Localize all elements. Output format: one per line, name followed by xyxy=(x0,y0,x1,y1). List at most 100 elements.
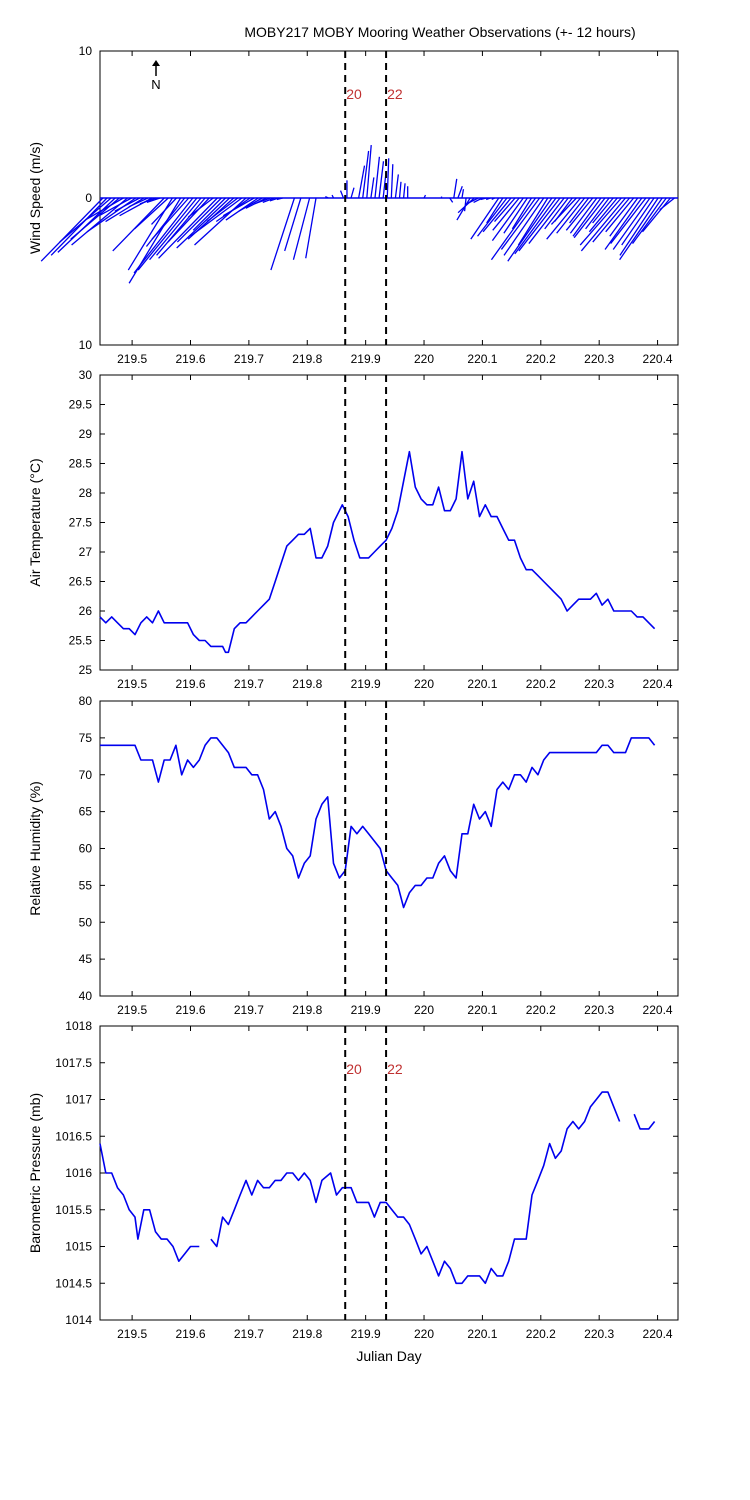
wind-stick xyxy=(494,197,516,222)
wind-stick xyxy=(262,197,275,204)
x-tick-label: 219.7 xyxy=(234,1003,264,1017)
y-tick-label: 0 xyxy=(85,191,92,205)
wind-stick xyxy=(619,197,659,256)
y-tick-label: 1014.5 xyxy=(55,1276,92,1290)
wind-stick xyxy=(206,197,239,223)
x-tick-label: 220.2 xyxy=(526,1003,556,1017)
x-tick-label: 219.7 xyxy=(234,677,264,691)
y-tick-label: 28 xyxy=(79,486,93,500)
wind-stick xyxy=(292,197,311,260)
x-tick-label: 220.4 xyxy=(643,677,673,691)
north-label: N xyxy=(151,77,160,92)
y-tick-label: 27 xyxy=(79,545,93,559)
y-tick-label: 1016 xyxy=(65,1166,92,1180)
y-tick-label: 1016.5 xyxy=(55,1129,92,1143)
wind-stick xyxy=(151,197,190,240)
x-tick-label: 219.6 xyxy=(175,1327,205,1341)
y-tick-label: 28.5 xyxy=(69,457,93,471)
x-tick-label: 220.4 xyxy=(643,1003,673,1017)
wind-stick xyxy=(331,194,335,199)
wind-stick xyxy=(579,197,622,246)
y-tick-label: 1015 xyxy=(65,1240,92,1254)
x-tick-label: 220.2 xyxy=(526,352,556,366)
x-tick-label: 219.6 xyxy=(175,352,205,366)
wind-stick xyxy=(149,197,202,261)
time-marker-label: 22 xyxy=(387,1061,403,1077)
wind-stick xyxy=(621,197,655,246)
wind-stick xyxy=(366,145,372,199)
y-tick-label: 10 xyxy=(79,44,93,58)
y-tick-label: 10 xyxy=(79,338,93,352)
x-tick-label: 219.9 xyxy=(351,1003,381,1017)
wind-stick xyxy=(187,197,214,218)
wind-stick xyxy=(514,197,557,255)
wind-stick xyxy=(580,197,626,252)
wind-stick xyxy=(503,197,528,234)
wind-stick xyxy=(139,197,157,205)
wind-stick xyxy=(511,197,533,230)
north-arrow-head xyxy=(152,60,160,66)
x-tick-label: 219.9 xyxy=(351,1327,381,1341)
wind-stick xyxy=(612,197,651,250)
y-tick-label: 25 xyxy=(79,663,93,677)
wind-stick xyxy=(490,197,537,261)
wind-stick xyxy=(485,197,491,201)
figure-title: MOBY217 MOBY Mooring Weather Observation… xyxy=(244,24,636,40)
x-tick-label: 220.2 xyxy=(526,677,556,691)
wind-stick xyxy=(151,197,177,225)
wind-stick xyxy=(592,197,631,243)
y-tick-label: 1018 xyxy=(65,1019,92,1033)
wind-stick xyxy=(544,197,569,230)
wind-stick xyxy=(378,161,385,199)
wind-stick xyxy=(461,189,465,199)
wind-stick xyxy=(194,197,247,246)
wind-stick xyxy=(550,197,577,225)
rh-panel: 219.5 219.6 219.7 219.8 219.9 220 220.1 220.2 22… xyxy=(27,694,679,1017)
pressure-panel: 219.5 219.6 219.7 219.8 219.9 220 220.1 220.2 22… xyxy=(27,1019,679,1341)
wind-stick xyxy=(114,197,141,212)
temp-panel: 219.5 219.6 219.7 219.8 219.9 220 220.1 220.2 22… xyxy=(27,368,679,691)
wind-stick xyxy=(518,197,561,252)
rh-y-axis-label: Relative Humidity (%) xyxy=(27,781,43,916)
wind-stick xyxy=(238,197,263,212)
temp-plot-frame xyxy=(99,374,679,671)
x-tick-label: 220.3 xyxy=(584,677,614,691)
y-tick-label: 65 xyxy=(79,805,93,819)
y-tick-label: 55 xyxy=(79,878,93,892)
x-tick-label: 220 xyxy=(414,677,434,691)
x-tick-label: 219.9 xyxy=(351,352,381,366)
wind-stick xyxy=(573,197,606,239)
wind-stick xyxy=(374,156,381,199)
wind-stick xyxy=(105,197,145,223)
y-tick-label: 60 xyxy=(79,842,93,856)
wind-stick xyxy=(456,197,471,221)
pressure-series-line xyxy=(633,1113,656,1130)
wind-stick xyxy=(605,197,635,233)
x-tick-label: 220 xyxy=(414,1327,434,1341)
x-tick-label: 219.8 xyxy=(292,1327,322,1341)
wind-stick xyxy=(133,197,194,274)
y-tick-label: 1014 xyxy=(65,1313,92,1327)
y-tick-label: 80 xyxy=(79,694,93,708)
wind-stick xyxy=(565,197,594,231)
wind-stick xyxy=(492,197,520,231)
wind-stick xyxy=(325,195,329,199)
wind-y-axis-label: Wind Speed (m/s) xyxy=(27,142,43,254)
x-tick-label: 220.1 xyxy=(467,1327,497,1341)
y-tick-label: 26.5 xyxy=(69,575,93,589)
wind-stick xyxy=(466,197,479,205)
wind-stick xyxy=(486,197,504,224)
wind-stick xyxy=(134,197,169,230)
wind-stick xyxy=(158,197,218,259)
y-tick-label: 27.5 xyxy=(69,516,93,530)
y-tick-label: 1017.5 xyxy=(55,1056,92,1070)
x-tick-label: 219.6 xyxy=(175,677,205,691)
x-tick-label: 219.8 xyxy=(292,352,322,366)
wind-stick xyxy=(503,197,545,256)
wind-stick xyxy=(176,197,222,243)
time-marker-label: 22 xyxy=(387,86,403,102)
wind-stick xyxy=(517,197,549,246)
wind-stick xyxy=(350,187,355,199)
x-tick-label: 219.9 xyxy=(351,677,381,691)
